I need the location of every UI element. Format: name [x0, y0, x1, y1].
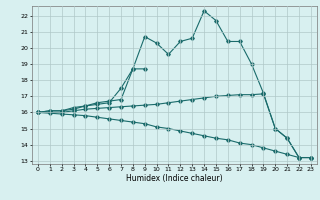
- X-axis label: Humidex (Indice chaleur): Humidex (Indice chaleur): [126, 174, 223, 183]
